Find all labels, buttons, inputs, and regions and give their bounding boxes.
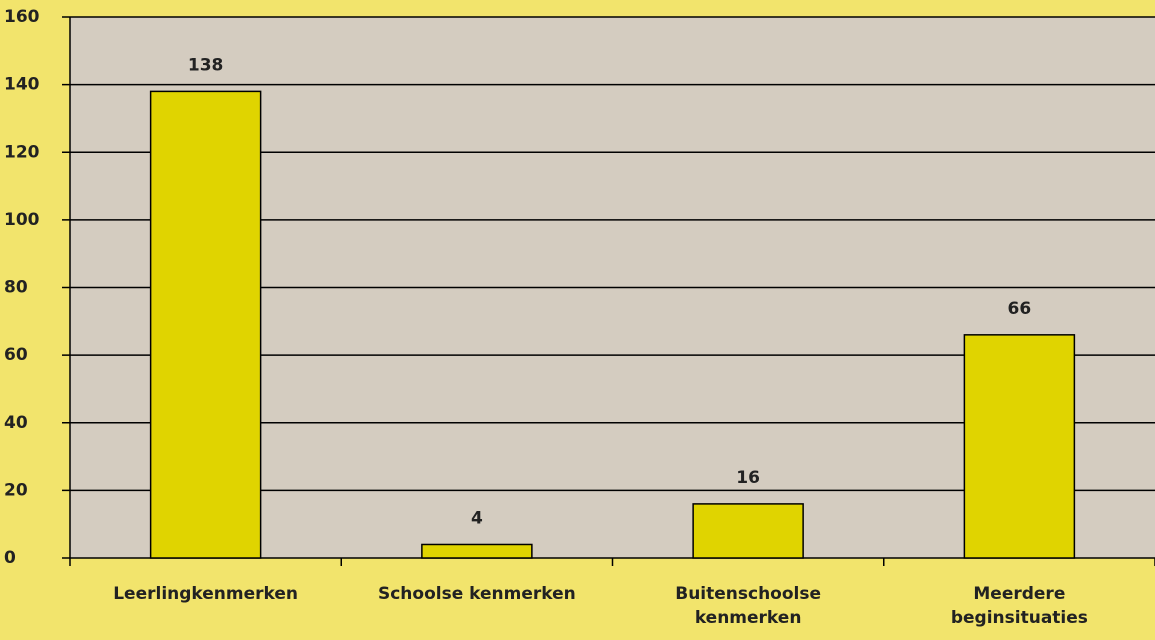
bar <box>149 90 262 559</box>
x-tick-label: Schoolse kenmerken <box>377 584 576 604</box>
bar <box>963 334 1076 559</box>
y-tick-label: 40 <box>4 413 28 433</box>
data-label: 138 <box>188 55 224 75</box>
y-tick-label: 160 <box>4 7 40 27</box>
y-tick-label: 20 <box>4 480 28 500</box>
x-tick-label: Buitenschoolse kenmerken <box>675 584 822 628</box>
bar <box>421 543 533 559</box>
bar <box>692 503 804 559</box>
data-label: 4 <box>471 508 483 528</box>
x-tick-label: Leerlingkenmerken <box>113 584 299 604</box>
y-tick-label: 80 <box>4 278 28 298</box>
x-tick-label: Meerdere beginsituaties <box>950 584 1088 628</box>
y-tick-label: 100 <box>4 210 40 230</box>
data-label: 16 <box>736 468 760 488</box>
y-tick-label: 120 <box>4 142 40 162</box>
data-label: 66 <box>1008 299 1032 319</box>
y-tick-label: 60 <box>4 345 28 365</box>
y-tick-label: 0 <box>4 548 16 568</box>
y-tick-label: 140 <box>4 75 40 95</box>
